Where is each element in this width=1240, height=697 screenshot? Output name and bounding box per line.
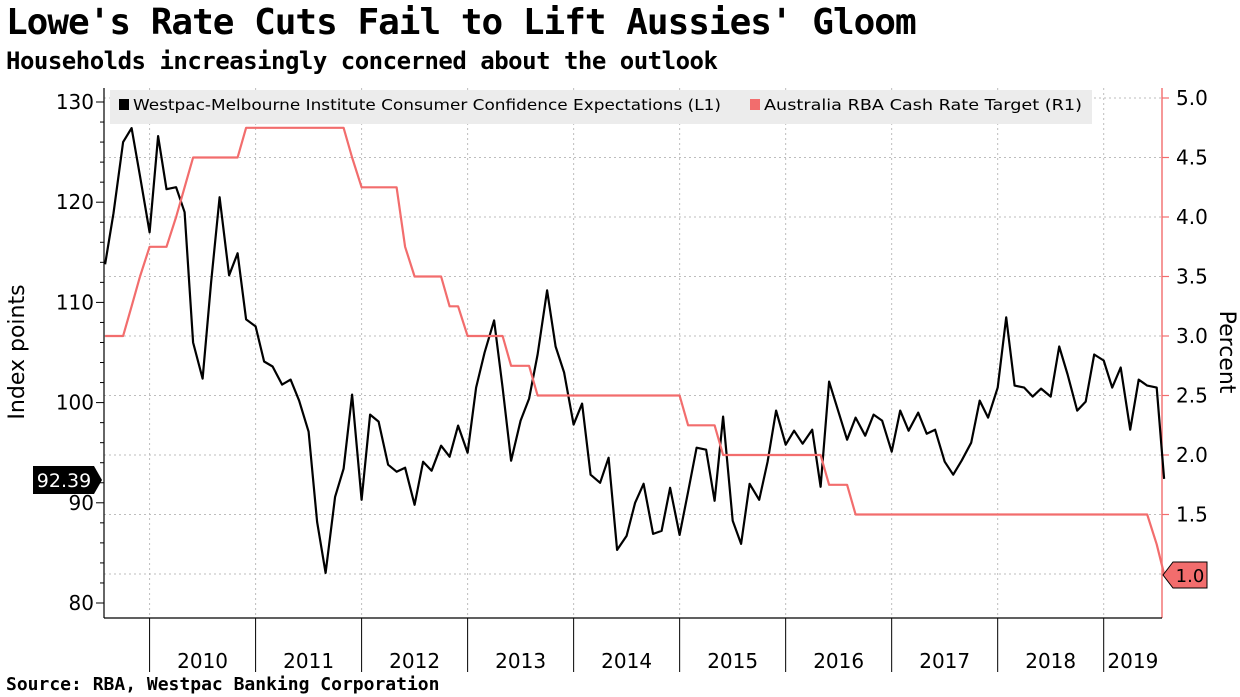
x-tick-label: 2013 (495, 649, 546, 673)
x-tick-label: 2018 (1025, 649, 1076, 673)
legend-label-confidence: Westpac-Melbourne Institute Consumer Con… (133, 96, 721, 114)
right-tick-label: 2.5 (1176, 384, 1208, 408)
last-value-badge-left: 92.39 (33, 466, 102, 494)
x-tick-label: 2012 (389, 649, 440, 673)
left-tick-label: 110 (56, 290, 94, 314)
x-tick-label: 2015 (707, 649, 758, 673)
x-tick-label: 2014 (601, 649, 652, 673)
left-tick-label: 130 (56, 90, 94, 114)
right-tick-label: 4.0 (1176, 205, 1208, 229)
right-axis-ticks: 1.5 2.0 2.5 3.0 3.5 4.0 4.5 5.0 (1162, 86, 1208, 575)
x-tick-label: 2019 (1107, 649, 1158, 673)
right-tick-label: 1.5 (1176, 503, 1208, 527)
legend-background (110, 90, 1092, 124)
legend-label-cash-rate: Australia RBA Cash Rate Target (R1) (764, 96, 1082, 114)
x-tick-label: 2010 (177, 649, 228, 673)
legend: Westpac-Melbourne Institute Consumer Con… (110, 90, 1092, 124)
series (104, 126, 1166, 575)
left-axis-ticks: 80 90 100 110 120 130 (56, 90, 104, 615)
last-value-left: 92.39 (37, 470, 91, 492)
x-axis-ticks: 2010 2011 2012 2013 2014 2015 2016 2017 2018 2019 (149, 618, 1158, 673)
axes (103, 88, 1163, 619)
series-line-cash-rate (105, 126, 1166, 575)
right-tick-label: 4.5 (1176, 146, 1208, 170)
y-axis-label-left: Index points (5, 284, 30, 419)
right-tick-label: 2.0 (1176, 443, 1208, 467)
right-tick-label: 3.0 (1176, 324, 1208, 348)
x-tick-label: 2011 (283, 649, 334, 673)
left-tick-label: 120 (56, 190, 94, 214)
legend-swatch-confidence (119, 99, 129, 110)
right-tick-label: 5.0 (1176, 86, 1208, 110)
left-tick-label: 80 (69, 591, 94, 615)
chart-subtitle: Households increasingly concerned about … (6, 47, 718, 75)
chart-title: Lowe's Rate Cuts Fail to Lift Aussies' G… (6, 2, 917, 43)
left-tick-label: 90 (69, 491, 94, 515)
right-tick-label: 3.5 (1176, 265, 1208, 289)
x-tick-label: 2016 (813, 649, 864, 673)
last-value-badge-right: 1.0 (1162, 561, 1208, 589)
last-value-right: 1.0 (1176, 566, 1205, 587)
source-note: Source: RBA, Westpac Banking Corporation (6, 674, 440, 695)
x-tick-label: 2017 (919, 649, 970, 673)
legend-swatch-cash-rate (750, 99, 760, 110)
gridlines (104, 88, 1162, 618)
left-tick-label: 100 (56, 391, 94, 415)
y-axis-label-right: Percent (1214, 311, 1239, 394)
series-line-confidence (104, 127, 1166, 574)
